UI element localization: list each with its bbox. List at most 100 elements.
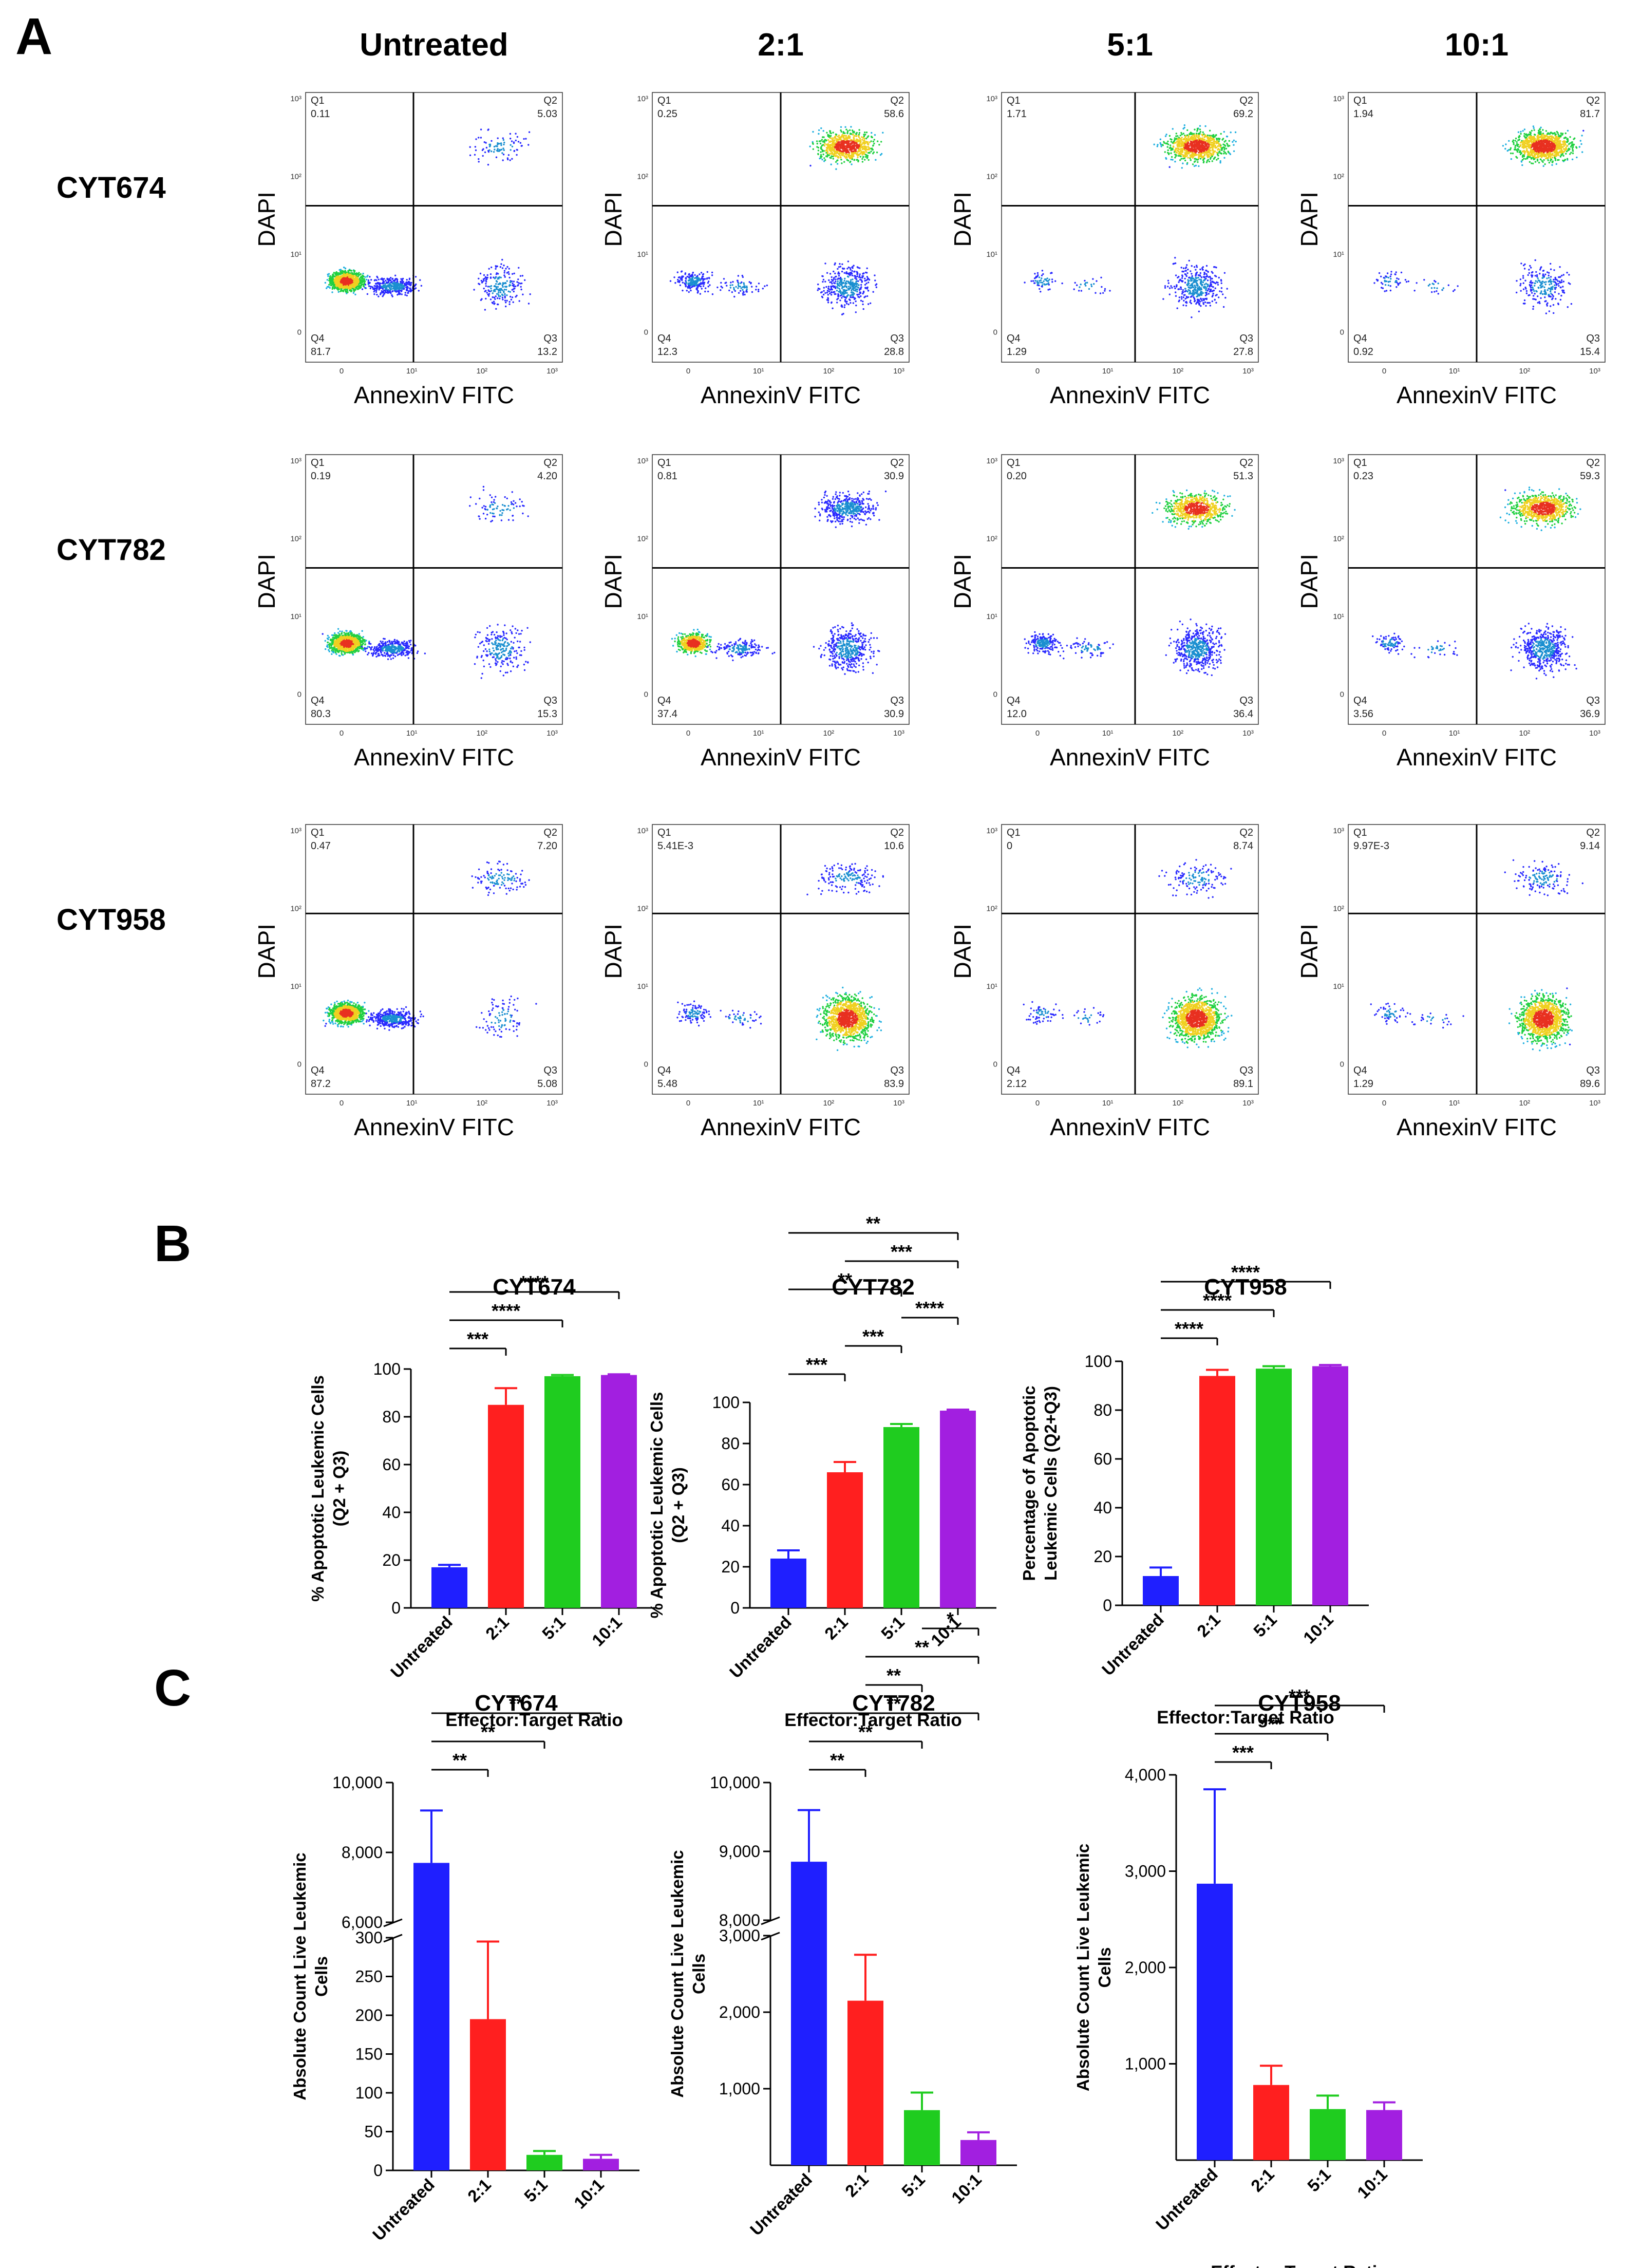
quadrant-value: 5.03 [537,108,557,120]
quadrant-value: 89.6 [1580,1078,1600,1090]
quadrant-name: Q2 [1239,457,1253,468]
x-tick: 10³ [1242,729,1254,738]
event-dots [671,490,887,675]
significance-label: *** [1260,1714,1282,1735]
y-tick: 10² [986,535,997,543]
quadrant-name: Q1 [1007,827,1021,838]
quadrant-value: 13.2 [537,346,557,358]
y-tick-label: 100 [1085,1352,1112,1371]
y-axis-label: DAPI [1296,192,1323,247]
chart-title: CYT958 [1204,1274,1287,1300]
bar [583,2159,619,2170]
y-axis-label: DAPI [949,554,976,609]
quadrant-value: 1.29 [1007,346,1027,358]
x-tick: 10² [1172,1099,1183,1108]
event-dots [322,485,532,679]
y-tick-label: 80 [382,1408,401,1426]
x-axis-label: AnnexinV FITC [1397,382,1557,408]
flow-plot: Q1 0.23 Q2 59.3 Q4 3.56 Q3 36.9 10³ 10² 10¹ 0 0 10¹ 10… [1296,454,1606,771]
bar [904,2110,940,2165]
quadrant-value: 30.9 [884,471,904,482]
x-tick: 10¹ [1102,367,1114,376]
quadrant-value: 10.6 [884,840,904,852]
x-axis-label: AnnexinV FITC [354,744,514,771]
y-tick: 10² [637,535,648,543]
quadrant-name: Q2 [1586,827,1600,838]
y-tick: 10³ [1333,95,1344,103]
y-tick-label: 0 [1103,1596,1112,1615]
quadrant-value: 0.20 [1007,471,1027,482]
y-tick: 10³ [290,827,301,835]
x-tick: 10² [1172,367,1183,376]
x-axis-label: AnnexinV FITC [354,1114,514,1140]
bar [1312,1366,1348,1605]
y-tick: 10² [637,905,648,913]
event-dots [1024,124,1237,318]
flow-plot: Q1 1.94 Q2 81.7 Q4 0.92 Q3 15.4 10³ 10² 10¹ 0 0 10¹ 10… [1296,92,1606,408]
quadrant-value: 58.6 [884,108,904,120]
y-tick: 0 [1340,1060,1344,1069]
x-tick: 10¹ [1449,1099,1460,1108]
quadrant-value: 0 [1007,840,1012,852]
quadrant-name: Q4 [657,695,671,706]
x-axis-label: Effector:Target Ratio [1157,1708,1334,1728]
significance-label: *** [891,1241,912,1262]
flow-plot: Q1 0.20 Q2 51.3 Q4 12.0 Q3 36.4 10³ 10² 10¹ 0 0 10¹ 10… [949,454,1259,771]
y-axis-label: DAPI [1296,554,1323,609]
y-tick-label: 60 [382,1455,401,1474]
x-axis-label: AnnexinV FITC [1397,744,1557,771]
bar [960,2140,996,2165]
y-tick-label: 20 [1093,1547,1112,1566]
x-tick: 10² [476,367,487,376]
y-tick-label: 2,000 [1125,1958,1166,1977]
bar [883,1427,919,1608]
x-tick: 10¹ [406,729,418,738]
y-tick-label: 300 [355,1928,383,1947]
quadrant-name: Q4 [311,333,325,344]
x-tick: 0 [1382,729,1386,738]
quadrant-name: Q3 [1586,695,1600,706]
significance-label: ** [481,1721,495,1742]
bar [940,1411,976,1608]
x-tick: 10¹ [753,367,764,376]
x-tick: 10³ [546,367,558,376]
y-tick: 10³ [637,457,648,465]
quadrant-name: Q3 [1239,333,1253,344]
y-axis-label: % Apoptotic Leukemic Cells [308,1375,327,1602]
quadrant-name: Q3 [543,1065,557,1076]
x-axis-label: AnnexinV FITC [701,744,861,771]
y-tick: 10¹ [637,612,648,621]
flow-plot: Q1 0.81 Q2 30.9 Q4 37.4 Q3 30.9 10³ 10² 10¹ 0 0 10¹ 10… [600,454,910,771]
quadrant-name: Q1 [657,457,671,468]
y-tick: 10² [986,905,997,913]
quadrant-value: 28.8 [884,346,904,358]
row-header: CYT958 [56,903,166,936]
x-tick: 10³ [1589,729,1600,738]
y-tick: 0 [1340,690,1344,699]
quadrant-name: Q4 [311,1065,325,1076]
y-tick: 10² [1333,173,1344,181]
x-tick: 10² [476,1099,487,1108]
flow-plot: Q1 5.41E-3 Q2 10.6 Q4 5.48 Q3 83.9 10³ 10² 10¹ 0 0 10… [600,824,910,1140]
y-tick: 10¹ [637,982,648,991]
quadrant-value: 37.4 [657,708,677,720]
significance-label: ** [866,1213,880,1234]
x-tick: 10³ [546,729,558,738]
y-tick-label: 60 [1093,1450,1112,1468]
quadrant-name: Q3 [543,333,557,344]
quadrant-name: Q4 [657,333,671,344]
panel-label-a: A [15,8,52,65]
y-tick: 10¹ [986,250,997,259]
y-axis-label: Cells [312,1956,331,1997]
y-tick: 10³ [290,457,301,465]
significance-label: *** [467,1328,488,1349]
y-tick: 10¹ [290,982,301,991]
y-tick: 10³ [637,95,648,103]
x-tick: 10² [1172,729,1183,738]
x-tick: 10¹ [753,1099,764,1108]
y-tick-label: 10,000 [332,1773,383,1792]
x-tick: 10³ [893,1099,904,1108]
bar [544,1376,580,1608]
quadrant-value: 83.9 [884,1078,904,1090]
